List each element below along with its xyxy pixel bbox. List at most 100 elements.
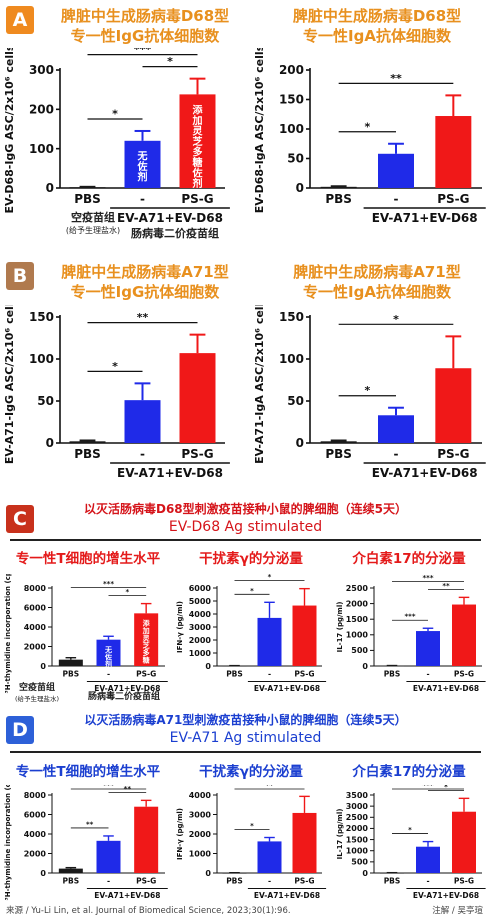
y-tick-label: 2500 — [346, 813, 369, 822]
section-b-iga-title-line2: 专一性IgA抗体细胞数 — [303, 283, 451, 301]
chart-c-ifn: 0 1000 2000 3000 4000 5000 6000 IFN-γ (pg/ml) PB… — [176, 574, 327, 693]
bar-pbs — [69, 441, 106, 443]
group-label: EV-A71+EV-D68 — [372, 466, 478, 480]
section-a-igg-title-line2: 专一性IgG抗体细胞数 — [70, 27, 220, 45]
y-tick-label: 3000 — [189, 623, 212, 632]
x-category-label: PBS — [325, 447, 352, 461]
x-category-label: - — [268, 670, 271, 679]
bar-psg — [452, 811, 476, 873]
section-c-sub2: 干扰素γ的分泌量 — [199, 551, 303, 567]
group-label: EV-A71+EV-D68 — [94, 891, 160, 900]
section-b-igg-title: 脾脏中生成肠病毒A71型 专一性IgG抗体细胞数 — [40, 262, 250, 302]
significance-stars: *** — [103, 580, 114, 588]
y-tick-label: 50 — [287, 152, 304, 166]
y-tick-label: 8000 — [24, 791, 47, 800]
section-c-left-anno-line2: (给予生理盐水) — [14, 695, 60, 703]
significance-stars: * — [393, 313, 399, 326]
bar-psg — [134, 613, 159, 666]
x-category-label: PBS — [63, 670, 80, 679]
x-category-label: PBS — [74, 447, 101, 461]
significance-stars: * — [112, 107, 118, 120]
bar-inner-label-char: 糖 — [143, 655, 150, 664]
bar-no-adjuvant — [416, 631, 440, 666]
x-category-label: - — [107, 670, 110, 679]
x-category-label: PS-G — [437, 192, 469, 206]
x-category-label: - — [268, 877, 271, 886]
chart-b-iga: 0 50 100 150 EV-A71-IgA ASC/2x10⁶ cells PBS - P… — [253, 305, 486, 480]
bar-no-adjuvant — [96, 639, 121, 666]
significance-stars: * — [167, 55, 173, 68]
y-tick-label: 4000 — [189, 791, 212, 800]
bar-inner-label-char: 芝 — [143, 641, 150, 650]
group-label: EV-A71+EV-D68 — [117, 211, 223, 225]
y-tick-label: 1000 — [189, 849, 212, 858]
y-tick-label: 4000 — [24, 623, 47, 632]
bar-pbs — [58, 659, 83, 666]
y-tick-label: 1000 — [346, 631, 369, 640]
x-category-label: PBS — [384, 877, 401, 886]
significance-stars: *** — [423, 574, 434, 582]
significance-stars: ** — [390, 72, 402, 85]
y-tick-label: 3000 — [346, 802, 369, 811]
bar-psg — [292, 605, 317, 666]
y-tick-label: 2000 — [189, 830, 212, 839]
bar-inner-label-char: 糖 — [193, 156, 203, 169]
section-c-sub3: 介白素17的分泌量 — [352, 551, 466, 567]
bar-no-adjuvant — [416, 846, 440, 873]
y-axis-label: EV-D68-IgA ASC/2x10⁶ cells — [253, 48, 266, 213]
section-c-left-anno: 空疫苗组 (给予生理盐水) — [2, 680, 72, 703]
y-axis-label: IL-17 (pg/ml) — [336, 602, 344, 653]
group-label: EV-A71+EV-D68 — [413, 684, 479, 693]
group-label: EV-A71+EV-D68 — [254, 891, 320, 900]
x-category-label: PS-G — [181, 192, 213, 206]
chart-d-ifn: 0 1000 2000 3000 4000 IFN-γ (pg/ml) PBS - PS-G EV… — [176, 785, 327, 900]
section-a-iga-title: 脾脏中生成肠病毒D68型 专一性IgA抗体细胞数 — [272, 6, 482, 46]
bar-no-adjuvant — [96, 840, 121, 873]
bar-no-adjuvant — [257, 841, 282, 873]
x-category-label: PS-G — [294, 670, 314, 679]
section-a-iga-title-line2: 专一性IgA抗体细胞数 — [303, 27, 451, 45]
footer-annotator: 注解 / 吴亭瑄 — [432, 906, 483, 916]
y-tick-label: 50 — [37, 394, 54, 408]
y-tick-label: 0 — [296, 436, 304, 450]
bar-inner-label-char: 无 — [104, 646, 112, 654]
section-c-divider — [10, 539, 481, 541]
section-d-divider — [10, 751, 481, 753]
significance-stars: * — [112, 360, 118, 373]
significance-stars: * — [125, 588, 129, 596]
chart-d-thymidine: 0 2000 4000 6000 8000 ³H-thymidine incorporat… — [4, 785, 168, 900]
section-b-iga-title: 脾脏中生成肠病毒A71型 专一性IgA抗体细胞数 — [272, 262, 482, 302]
y-tick-label: 6000 — [24, 810, 47, 819]
bar-inner-label-char: 灵 — [193, 125, 204, 137]
chart-b-igg: 0 50 100 150 EV-A71-IgG ASC/2x10⁶ cells PBS - P… — [3, 305, 230, 480]
section-c-banner-en: EV-D68 Ag stimulated — [168, 519, 323, 535]
x-category-label: - — [394, 192, 399, 206]
significance-stars: * — [408, 826, 412, 834]
group-label: EV-A71+EV-D68 — [413, 891, 479, 900]
bar-psg — [292, 812, 317, 873]
section-a-left-anno-line2: (给予生理盐水) — [65, 226, 121, 235]
chart-d-il17: 0 500 1000 1500 2000 2500 3000 3500 IL-17 (pg/ml… — [336, 785, 486, 900]
section-c-badge: C — [6, 505, 34, 533]
bar-pbs — [320, 441, 357, 443]
significance-stars: * — [364, 120, 370, 133]
significance-stars: ** — [442, 582, 450, 590]
bar-pbs — [58, 868, 83, 873]
y-tick-label: 150 — [279, 93, 304, 107]
x-category-label: PBS — [74, 192, 101, 206]
x-category-label: PBS — [384, 670, 401, 679]
x-category-label: - — [394, 447, 399, 461]
y-tick-label: 150 — [29, 310, 54, 324]
y-tick-label: 5000 — [189, 597, 212, 606]
x-category-label: PS-G — [136, 670, 156, 679]
y-tick-label: 2000 — [24, 849, 47, 858]
bar-psg — [179, 353, 216, 443]
y-tick-label: 100 — [279, 352, 304, 366]
section-a-left-anno: 空疫苗组 (给予生理盐水) — [52, 209, 134, 236]
y-tick-label: 0 — [205, 662, 211, 671]
x-category-label: PBS — [63, 877, 80, 886]
x-category-label: PS-G — [454, 877, 474, 886]
y-axis-label: IFN-γ (pg/ml) — [176, 808, 184, 860]
section-d-banner-en: EV-A71 Ag stimulated — [169, 730, 322, 746]
